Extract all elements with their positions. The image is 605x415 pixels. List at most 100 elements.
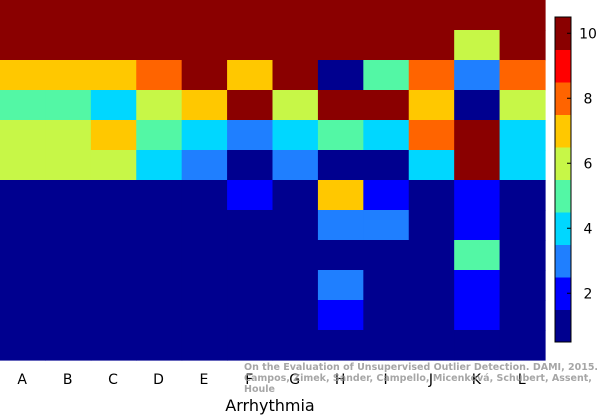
heatmap-cell bbox=[499, 120, 546, 151]
heatmap-cell bbox=[317, 180, 364, 211]
colorbar-tick-label: 6 bbox=[584, 156, 593, 172]
colorbar-tick-label: 10 bbox=[579, 26, 597, 42]
heatmap-cell bbox=[45, 0, 92, 31]
heatmap-cell bbox=[272, 210, 319, 241]
heatmap-cell bbox=[90, 0, 137, 31]
heatmap-cell bbox=[363, 270, 410, 301]
heatmap-cell bbox=[227, 150, 274, 181]
colorbar-segment bbox=[555, 277, 571, 310]
heatmap-cell bbox=[181, 180, 228, 211]
colorbar-tick-label: 8 bbox=[584, 91, 593, 107]
heatmap-cell bbox=[227, 30, 274, 61]
heatmap-cell bbox=[136, 240, 183, 271]
heatmap-cell bbox=[45, 150, 92, 181]
heatmap-cell bbox=[227, 300, 274, 331]
heatmap-cell bbox=[317, 30, 364, 61]
heatmap-cell bbox=[45, 300, 92, 331]
heatmap-cell bbox=[181, 240, 228, 271]
colorbar bbox=[554, 16, 572, 343]
heatmap-cell bbox=[317, 90, 364, 121]
heatmap-cell bbox=[454, 120, 501, 151]
heatmap-cell bbox=[408, 30, 455, 61]
heatmap-cell bbox=[227, 210, 274, 241]
x-tick-label: F bbox=[245, 372, 253, 388]
heatmap-cell bbox=[317, 300, 364, 331]
colorbar-segment bbox=[555, 17, 571, 50]
heatmap-cell bbox=[499, 30, 546, 61]
heatmap-cells bbox=[0, 0, 546, 361]
heatmap-cell bbox=[363, 180, 410, 211]
heatmap-cell bbox=[0, 120, 47, 151]
heatmap-cell bbox=[317, 120, 364, 151]
heatmap-cell bbox=[45, 120, 92, 151]
x-tick-label: H bbox=[335, 372, 346, 388]
heatmap-cell bbox=[90, 330, 137, 361]
heatmap-cell bbox=[136, 210, 183, 241]
heatmap-cell bbox=[499, 210, 546, 241]
x-tick-labels: A B C D E F G H I J K L bbox=[17, 372, 525, 388]
x-tick-label: K bbox=[472, 372, 482, 388]
heatmap-cell bbox=[227, 90, 274, 121]
x-tick-label: G bbox=[289, 372, 300, 388]
heatmap-cell bbox=[408, 210, 455, 241]
heatmap-cell bbox=[181, 30, 228, 61]
heatmap-cell bbox=[363, 90, 410, 121]
heatmap-cell bbox=[90, 240, 137, 271]
heatmap-cell bbox=[0, 300, 47, 331]
heatmap-cell bbox=[499, 240, 546, 271]
heatmap-cell bbox=[363, 300, 410, 331]
heatmap-cell bbox=[227, 240, 274, 271]
heatmap-cell bbox=[272, 90, 319, 121]
heatmap-cell bbox=[363, 150, 410, 181]
colorbar-segment bbox=[555, 244, 571, 278]
colorbar-segment bbox=[555, 179, 571, 213]
heatmap-cell bbox=[136, 90, 183, 121]
heatmap-cell bbox=[227, 60, 274, 91]
heatmap-cell bbox=[90, 180, 137, 211]
colorbar-segment bbox=[555, 309, 571, 343]
heatmap-cell bbox=[454, 240, 501, 271]
heatmap-cell bbox=[45, 210, 92, 241]
heatmap-cell bbox=[227, 120, 274, 151]
colorbar-tick-label: 4 bbox=[584, 221, 593, 237]
heatmap-cell bbox=[181, 60, 228, 91]
heatmap-cell bbox=[136, 300, 183, 331]
heatmap-cell bbox=[272, 30, 319, 61]
heatmap-cell bbox=[136, 270, 183, 301]
heatmap-cell bbox=[227, 270, 274, 301]
heatmap-cell bbox=[454, 60, 501, 91]
heatmap-cell bbox=[0, 60, 47, 91]
heatmap-cell bbox=[408, 0, 455, 31]
heatmap-cell bbox=[0, 240, 47, 271]
heatmap-cell bbox=[181, 0, 228, 31]
x-tick-label: E bbox=[199, 372, 208, 388]
colorbar-border bbox=[554, 16, 572, 343]
heatmap-cell bbox=[272, 120, 319, 151]
heatmap-cell bbox=[499, 60, 546, 91]
heatmap-cell bbox=[181, 270, 228, 301]
heatmap-cell bbox=[45, 30, 92, 61]
colorbar-segment bbox=[555, 82, 571, 115]
citation-watermark: On the Evaluation of Unsupervised Outlie… bbox=[244, 362, 604, 395]
colorbar-segment bbox=[555, 212, 571, 245]
heatmap-cell bbox=[90, 60, 137, 91]
x-tick-label: D bbox=[153, 372, 164, 388]
heatmap-cell bbox=[181, 300, 228, 331]
heatmap-cell bbox=[181, 90, 228, 121]
heatmap-cell bbox=[0, 270, 47, 301]
heatmap-cell bbox=[45, 330, 92, 361]
heatmap-cell bbox=[45, 90, 92, 121]
heatmap-cell bbox=[317, 150, 364, 181]
colorbar-tick-labels: 2 4 6 8 10 bbox=[567, 26, 597, 302]
heatmap-cell bbox=[90, 90, 137, 121]
heatmap-cell bbox=[454, 90, 501, 121]
heatmap-cell bbox=[90, 210, 137, 241]
heatmap-cell bbox=[363, 60, 410, 91]
heatmap-cell bbox=[272, 330, 319, 361]
heatmap-cell bbox=[0, 0, 47, 31]
heatmap-cell bbox=[272, 300, 319, 331]
heatmap-cell bbox=[90, 30, 137, 61]
heatmap-cell bbox=[317, 240, 364, 271]
heatmap-cell bbox=[0, 330, 47, 361]
heatmap-cell bbox=[408, 270, 455, 301]
